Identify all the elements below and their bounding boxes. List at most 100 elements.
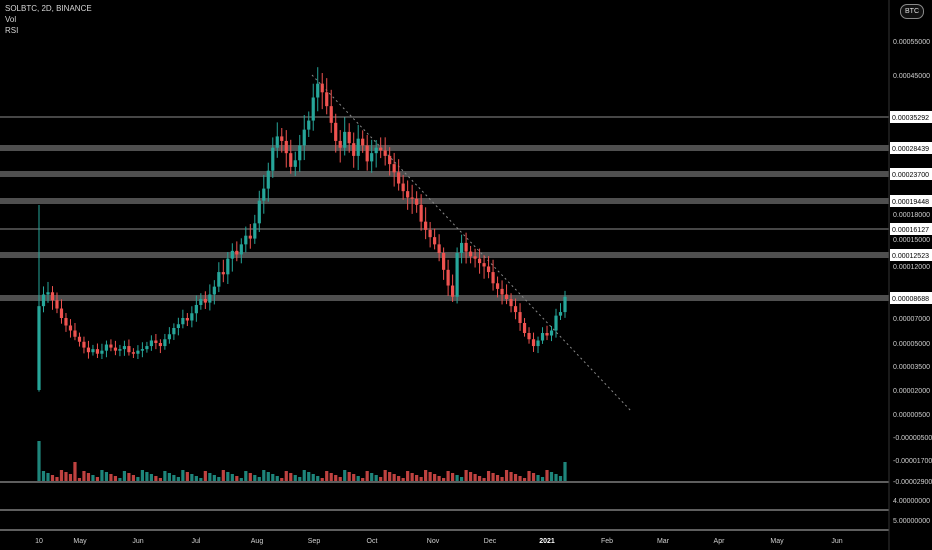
candle-body [262, 188, 266, 201]
candle-body [266, 170, 270, 189]
candle-down [320, 73, 324, 110]
time-tick-label: 2021 [539, 538, 555, 545]
candle-up [356, 124, 360, 170]
candle-body [293, 160, 297, 167]
candle-body [455, 253, 459, 297]
volume-bar [361, 478, 365, 481]
volume-bar [50, 475, 55, 481]
candle-up [459, 234, 464, 264]
volume-bar [41, 471, 46, 481]
volume-bar [109, 474, 113, 481]
price-tick-label: 0.00055000 [893, 39, 930, 46]
candle-body [388, 155, 392, 165]
volume-bar [356, 476, 360, 481]
candle-down [531, 332, 536, 352]
candle-down [509, 293, 513, 313]
candle-up [46, 281, 50, 303]
candle-down [221, 259, 225, 283]
volume-bar [347, 472, 351, 481]
volume-bars [37, 441, 567, 481]
volume-bar [131, 475, 136, 481]
candle-down [284, 130, 288, 168]
candle-down [95, 343, 100, 359]
candle-down [468, 245, 473, 264]
candle-up [181, 309, 185, 329]
candle-up [217, 262, 221, 293]
price-tick-label: -0.00001700 [893, 458, 932, 465]
candle-up [293, 151, 297, 177]
candle-body [82, 341, 86, 348]
volume-bar [558, 476, 563, 481]
candle-body [509, 299, 513, 307]
candle-down [73, 323, 77, 341]
price-level-value: 0.00008688 [892, 296, 929, 303]
volume-bar [459, 477, 464, 481]
candle-body [325, 92, 329, 107]
volume-bar [451, 473, 455, 481]
volume-bar [226, 472, 230, 481]
volume-bar [316, 476, 320, 481]
candle-body [320, 83, 324, 93]
volume-bar [257, 477, 261, 481]
candle-down [437, 234, 441, 262]
volume-bar [280, 478, 284, 481]
candle-body [217, 272, 221, 287]
volume-bar [554, 474, 558, 481]
volume-bar [167, 473, 171, 481]
volume-bar [455, 475, 459, 481]
volume-bar [495, 475, 500, 481]
candle-up [302, 115, 306, 161]
price-level-value: 0.00016127 [892, 227, 929, 234]
time-tick-label: Jun [831, 538, 842, 545]
candle-up [540, 327, 545, 344]
candle-up [455, 247, 459, 304]
candle-up [311, 83, 315, 131]
candle-up [343, 117, 347, 156]
candle-body [415, 198, 419, 205]
time-tick-label: Aug [251, 538, 264, 545]
candle-down [500, 280, 504, 305]
candle-body [100, 350, 104, 354]
volume-bar [91, 475, 95, 481]
candle-down [477, 248, 482, 274]
candle-down [329, 89, 333, 133]
pane-separators [0, 481, 889, 531]
volume-bar [500, 477, 504, 481]
candle-body [140, 349, 145, 351]
candle-body [284, 140, 288, 154]
candle-down [442, 247, 446, 280]
candle-body [131, 352, 136, 354]
candle-body [397, 172, 401, 184]
price-tick-label: 0.00012000 [893, 264, 930, 271]
currency-badge[interactable]: BTC [900, 4, 924, 19]
time-tick-label: May [770, 538, 784, 545]
candle-down [433, 228, 437, 250]
candle-up [194, 295, 198, 322]
candle-body [531, 339, 536, 347]
candle-body [190, 313, 194, 321]
volume-bar [549, 472, 554, 481]
volume-bar [477, 476, 482, 481]
volume-bar [248, 473, 252, 481]
candle-up [167, 327, 171, 344]
candle-down [491, 259, 495, 291]
volume-bar [158, 478, 162, 481]
price-level-box [890, 168, 932, 180]
candle-body [271, 147, 275, 171]
volume-bar [419, 477, 423, 481]
volume-bar [275, 476, 279, 481]
candle-down [388, 147, 392, 176]
candle-down [486, 256, 491, 279]
price-tick-label: 0.00005000 [893, 341, 930, 348]
time-tick-label: Feb [601, 538, 613, 545]
time-tick-label: Jun [132, 538, 143, 545]
candle-up [307, 111, 311, 137]
candle-body [522, 323, 527, 333]
candle-down [185, 313, 189, 327]
candle-body [442, 253, 446, 270]
candle-up [226, 252, 230, 285]
candle-body [136, 350, 140, 354]
candle-body [446, 269, 450, 286]
candle-up [172, 323, 176, 340]
